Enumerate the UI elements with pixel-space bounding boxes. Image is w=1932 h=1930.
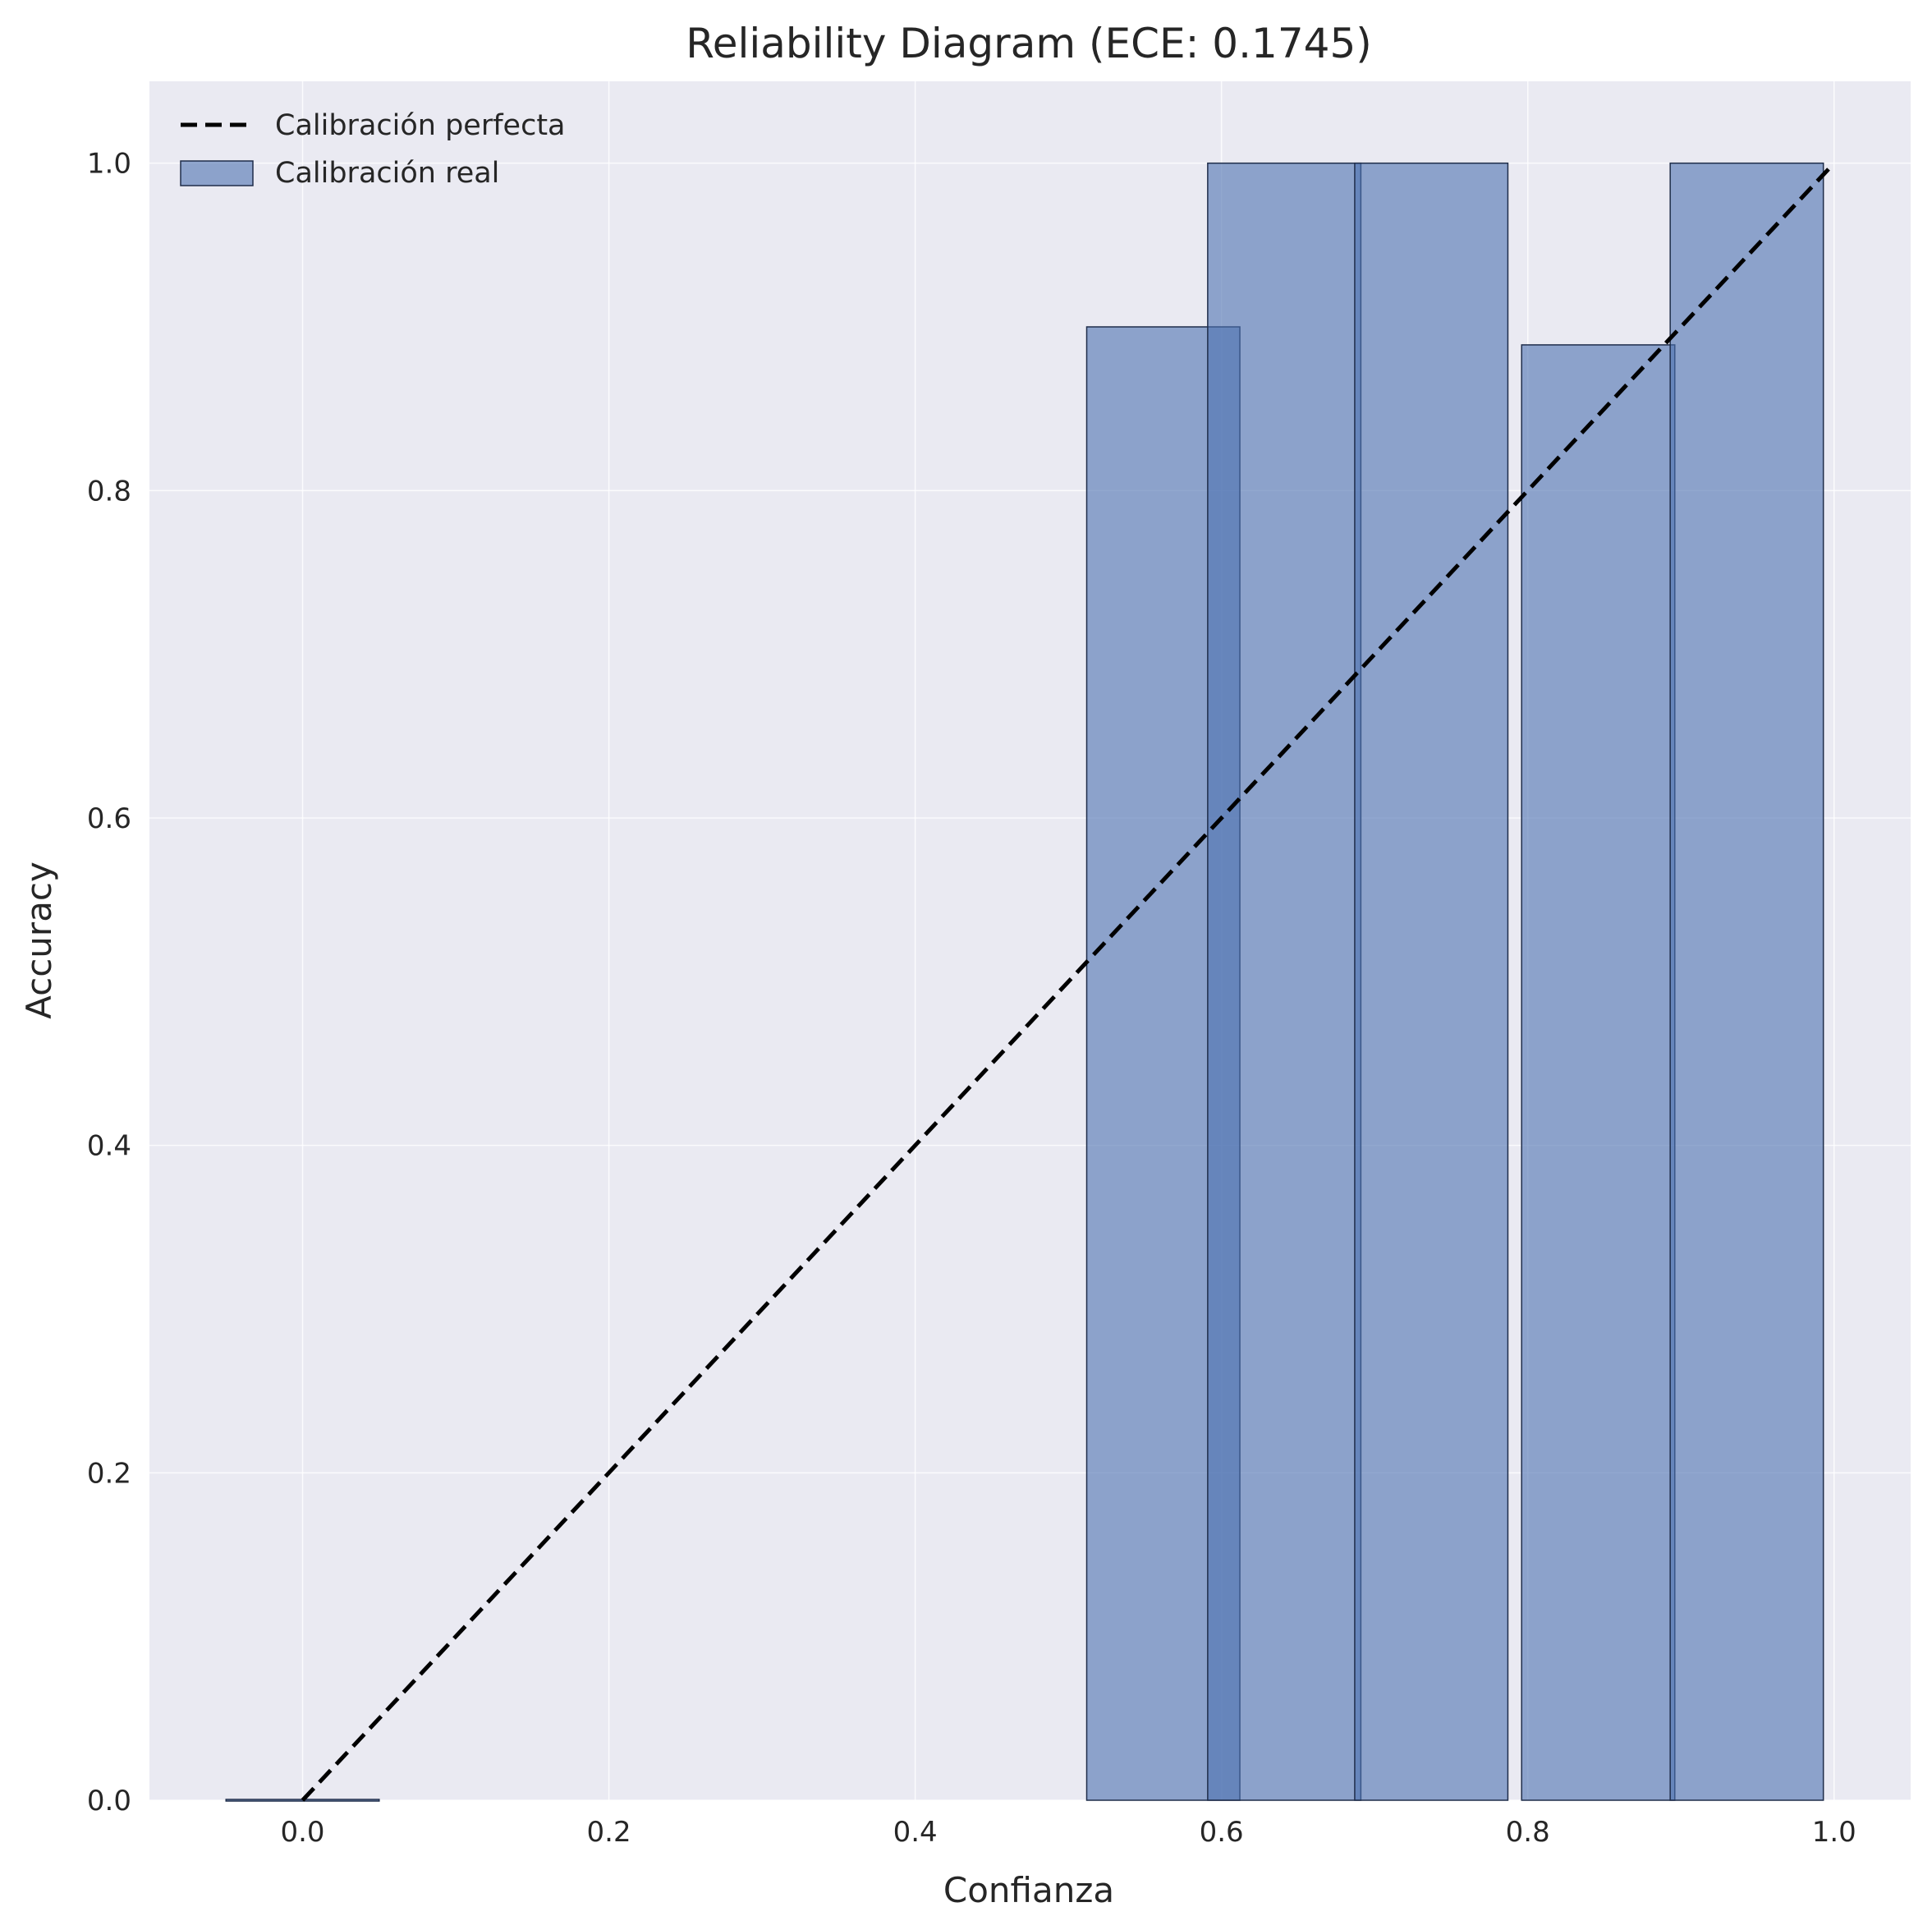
y-tick-label: 0.4 (87, 1130, 131, 1163)
x-ticks: 0.0 0.2 0.4 0.6 0.8 1.0 (280, 1816, 1856, 1849)
x-tick-label: 0.0 (280, 1816, 324, 1849)
y-tick-label: 1.0 (87, 148, 131, 181)
x-tick-label: 0.6 (1200, 1816, 1244, 1849)
y-tick-label: 0.6 (87, 802, 131, 835)
y-ticks: 0.0 0.2 0.4 0.6 0.8 1.0 (87, 148, 131, 1817)
legend-bar-swatch (180, 160, 254, 186)
x-tick-label: 0.4 (893, 1816, 938, 1849)
y-tick-label: 0.8 (87, 475, 131, 508)
x-tick-label: 1.0 (1812, 1816, 1856, 1849)
calibration-bar (1521, 344, 1676, 1801)
x-tick-label: 0.2 (587, 1816, 631, 1849)
y-tick-label: 0.0 (87, 1785, 131, 1817)
y-axis-title: Accuracy (19, 862, 59, 1019)
x-axis-title: Confianza (943, 1870, 1114, 1910)
calibration-bar (1207, 162, 1362, 1801)
chart-title: Reliability Diagram (ECE: 0.1745) (686, 20, 1372, 67)
x-tick-label: 0.8 (1506, 1816, 1550, 1849)
bars-group (225, 162, 1824, 1802)
perfect-calibration-line (301, 161, 1836, 1802)
y-tick-label: 0.2 (87, 1457, 131, 1490)
legend-label-real: Calibración real (275, 157, 499, 190)
calibration-bar (1354, 162, 1509, 1801)
legend-label-perfect: Calibración perfecta (275, 109, 566, 142)
calibration-bar (1669, 162, 1824, 1801)
legend: Calibración perfecta Calibración real (180, 109, 566, 190)
